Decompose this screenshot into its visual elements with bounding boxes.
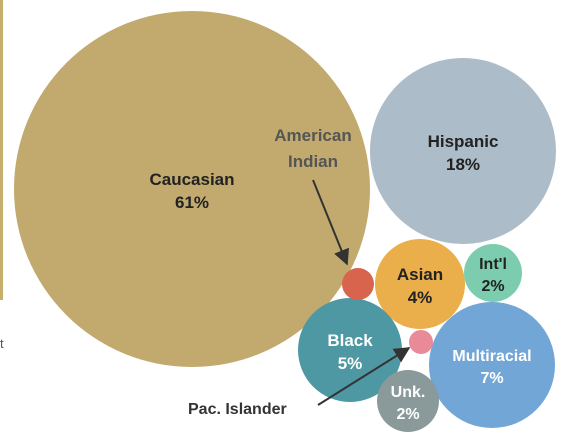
bubble-value-unk: 2%: [396, 406, 419, 423]
bubble-value-black: 5%: [338, 354, 363, 373]
bubble-value-caucasian: 61%: [175, 193, 209, 212]
bubble-label-multiracial: Multiracial: [452, 348, 531, 365]
bubble-pac-islander: [409, 330, 433, 354]
bubble-hispanic: [370, 58, 556, 244]
bubble-caucasian: [14, 11, 370, 367]
bubble-label-asian: Asian: [397, 265, 443, 284]
bubble-value-asian: 4%: [408, 288, 433, 307]
bubble-american-indian: [342, 268, 374, 300]
callout-label-american-indian-0: American: [274, 126, 351, 145]
bubble-black: [298, 298, 402, 402]
callout-label-pac-islander-0: Pac. Islander: [188, 401, 287, 418]
bubble-asian: [375, 239, 465, 329]
bubble-value-multiracial: 7%: [480, 370, 503, 387]
cut-off-text: t: [0, 336, 4, 351]
callout-arrow-american-indian: [312, 179, 350, 266]
left-edge-rule: [0, 0, 3, 300]
bubble-int-l: [464, 244, 522, 302]
callout-arrow-pac-islander: [317, 347, 411, 406]
bubble-multiracial: [429, 302, 555, 428]
bubble-label-int-l: Int'l: [479, 256, 507, 273]
bubble-value-int-l: 2%: [481, 278, 504, 295]
bubble-label-black: Black: [327, 331, 373, 350]
bubble-value-hispanic: 18%: [446, 155, 480, 174]
bubble-label-unk: Unk.: [391, 384, 426, 401]
callout-label-american-indian-1: Indian: [288, 152, 338, 171]
bubble-label-caucasian: Caucasian: [149, 170, 234, 189]
bubble-label-hispanic: Hispanic: [428, 132, 499, 151]
bubble-unk: [377, 370, 439, 432]
